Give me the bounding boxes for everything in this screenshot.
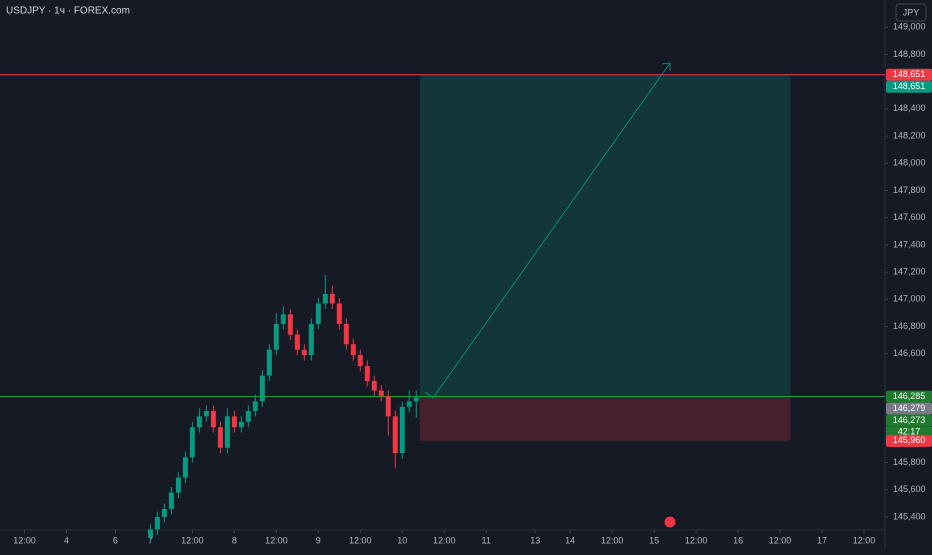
candle-body — [357, 355, 363, 367]
candle-body — [378, 390, 384, 396]
candle-body — [147, 529, 153, 538]
y-tick-label: 147,800 — [893, 185, 926, 195]
candle-body — [273, 323, 279, 350]
candle-body — [371, 381, 377, 391]
x-tick-label: 15 — [649, 535, 659, 545]
candle-body — [315, 303, 321, 324]
candle-body — [231, 416, 237, 428]
countdown: 42:17 — [898, 427, 921, 437]
chart-title: USDJPY · 1ч · FOREX.com — [6, 6, 130, 17]
candle-body — [168, 492, 174, 509]
candle-body — [413, 397, 419, 402]
candle-body — [210, 410, 216, 428]
candle-body — [322, 293, 328, 304]
candle-body — [406, 401, 412, 407]
y-tick-label: 148,800 — [893, 49, 926, 59]
x-tick-label: 6 — [113, 535, 118, 545]
x-tick-label: 8 — [232, 535, 237, 545]
y-tick-label: 148,000 — [893, 158, 926, 168]
price-label-box — [886, 80, 932, 93]
candle-body — [350, 344, 356, 356]
y-tick-label: 146,800 — [893, 321, 926, 331]
price-label-box — [886, 414, 932, 427]
candle-body — [182, 457, 188, 478]
candle-body — [308, 323, 314, 356]
y-tick-label: 149,000 — [893, 22, 926, 32]
plot: 145,400 145,600 145,800 146,600 146,800 147,0… — [0, 22, 932, 545]
candle-body — [203, 410, 209, 417]
candle-body — [175, 477, 181, 493]
candle-body — [245, 410, 251, 422]
y-tick-label: 145,600 — [893, 484, 926, 494]
x-tick-label: 12:00 — [349, 535, 372, 545]
y-tick-label: 147,400 — [893, 239, 926, 249]
candle-body — [266, 349, 272, 376]
y-tick-label: 147,000 — [893, 294, 926, 304]
x-tick-label: 9 — [316, 535, 321, 545]
price-label: 146,279 — [893, 403, 926, 413]
y-tick-label: 148,200 — [893, 130, 926, 140]
candle-body — [301, 349, 307, 356]
candle-body — [294, 334, 300, 350]
price-label-box — [886, 434, 932, 447]
y-tick-label: 148,400 — [893, 103, 926, 113]
currency[interactable]: JPY — [903, 7, 920, 17]
x-tick-label: 12:00 — [685, 535, 708, 545]
price-label-box — [886, 68, 932, 81]
price-label: 148,651 — [893, 81, 926, 91]
y-tick-label: 147,600 — [893, 212, 926, 222]
x-tick-label: 12:00 — [181, 535, 204, 545]
candle-body — [224, 416, 230, 448]
candle-body — [336, 303, 342, 324]
candle-body — [217, 427, 223, 448]
stop-zone — [419, 398, 791, 441]
countdown-box — [886, 426, 932, 438]
x-tick-label: 12:00 — [853, 535, 876, 545]
y-tick-label: 145,400 — [893, 511, 926, 521]
arrow — [424, 62, 671, 399]
candle-body — [385, 395, 391, 417]
x-tick-label: 12:00 — [769, 535, 792, 545]
candle-body — [196, 416, 202, 428]
candle-body — [238, 421, 244, 428]
y-tick-label: 145,800 — [893, 457, 926, 467]
y-tick-label: 146,600 — [893, 348, 926, 358]
x-tick-label: 12:00 — [433, 535, 456, 545]
candle-body — [343, 323, 349, 345]
y-tick-label: 147,200 — [893, 267, 926, 277]
candle-body — [329, 293, 335, 304]
candle-body — [280, 314, 286, 324]
price-label-box — [886, 390, 932, 403]
x-tick-label: 11 — [482, 535, 491, 545]
candle-body — [252, 401, 258, 411]
currency-button[interactable] — [895, 3, 927, 22]
candle-body — [154, 517, 160, 530]
x-tick-label: 10 — [397, 535, 407, 545]
x-tick-label: 12:00 — [601, 535, 624, 545]
candle-body — [161, 508, 167, 518]
candle-body — [392, 416, 398, 454]
candle-body — [399, 406, 405, 454]
price-label: 145,960 — [893, 435, 926, 445]
price-label: 146,273 — [893, 415, 926, 425]
x-tick-label: 12:00 — [13, 535, 36, 545]
candle-body — [189, 427, 195, 458]
x-tick-label: 14 — [565, 535, 575, 545]
x-tick-label: 13 — [530, 535, 540, 545]
event-icon[interactable] — [663, 515, 677, 529]
target-zone — [419, 74, 791, 399]
candle-body — [287, 314, 293, 335]
x-tick-label: 4 — [64, 535, 69, 545]
x-tick-label: 12:00 — [265, 535, 288, 545]
candle-body — [364, 366, 370, 382]
candle-body — [259, 375, 265, 402]
price-label: 146,285 — [893, 391, 926, 401]
price-label-box — [886, 402, 932, 415]
x-tick-label: 16 — [733, 535, 743, 545]
price-label: 148,651 — [893, 69, 926, 79]
x-tick-label: 17 — [817, 535, 827, 545]
